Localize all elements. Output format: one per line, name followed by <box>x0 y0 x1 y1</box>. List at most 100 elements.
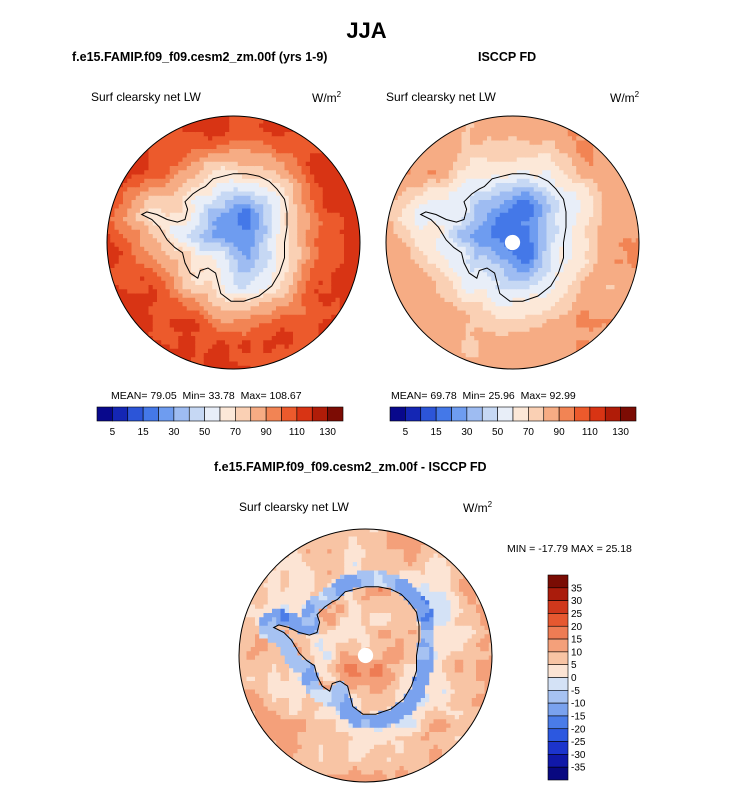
colorbar-tick-label: 25 <box>571 609 583 620</box>
colorbar-swatch <box>547 766 569 781</box>
colorbar-tick-label: 90 <box>554 427 566 438</box>
colorbar-swatch <box>589 406 606 422</box>
colorbar-swatch <box>235 406 252 422</box>
colorbar-swatch <box>547 625 569 640</box>
colorbar-tick-label: 110 <box>289 427 305 438</box>
coastline-antarctica <box>140 173 288 302</box>
panel2-title: ISCCP FD <box>478 50 537 64</box>
colorbar-swatch <box>250 406 267 422</box>
colorbar-tick-label: 130 <box>612 427 629 438</box>
colorbar-swatch <box>405 406 422 422</box>
colorbar-swatch <box>547 638 569 653</box>
colorbar-tick-label: 50 <box>492 427 504 438</box>
colorbar-swatch <box>127 406 144 422</box>
panel2-colorbar: 5 15 30 50 70 90 110 130 <box>389 406 637 438</box>
colorbar-swatch <box>547 613 569 627</box>
colorbar-swatch <box>558 406 575 422</box>
colorbar-swatch <box>311 406 328 422</box>
colorbar-tick-label: -10 <box>571 699 586 710</box>
panel2-variable-label: Surf clearsky net LW <box>386 90 496 104</box>
panel1-colorbar: 5 15 30 50 70 90 110 130 <box>96 406 344 438</box>
colorbar-swatch <box>497 406 514 422</box>
colorbar-tick-label: 10 <box>571 647 583 658</box>
colorbar-swatch <box>142 406 159 422</box>
colorbar-swatch <box>451 406 468 422</box>
panel3-variable-label: Surf clearsky net LW <box>239 500 349 514</box>
panel3-units: W/m2 <box>463 500 493 515</box>
colorbar-swatch <box>158 406 175 422</box>
colorbar-tick-label: 70 <box>523 427 535 438</box>
map-border <box>106 115 361 370</box>
panel2-polar-map <box>385 115 640 370</box>
colorbar-swatch <box>543 406 560 422</box>
colorbar-tick-label: 5 <box>403 427 409 438</box>
panel2-mean: MEAN= 69.78 <box>391 390 457 402</box>
colorbar-tick-label: 110 <box>582 427 598 438</box>
colorbar-swatch <box>547 715 569 730</box>
colorbar-swatch <box>528 406 545 422</box>
colorbar-swatch <box>420 406 437 422</box>
colorbar-swatch <box>96 406 113 422</box>
panel1-mean: MEAN= 79.05 <box>111 390 177 402</box>
colorbar-tick-label: 30 <box>168 427 180 438</box>
colorbar-tick-label: 70 <box>230 427 242 438</box>
colorbar-tick-label: 30 <box>461 427 473 438</box>
colorbar-swatch <box>547 651 569 665</box>
colorbar-swatch <box>547 728 569 742</box>
colorbar-swatch <box>547 677 569 691</box>
colorbar-tick-label: 15 <box>571 635 583 646</box>
colorbar-swatch <box>173 406 190 422</box>
panel1-variable-label: Surf clearsky net LW <box>91 90 201 104</box>
colorbar-swatch <box>620 406 637 422</box>
figure-title: JJA <box>346 18 387 43</box>
colorbar-tick-label: -35 <box>571 763 586 774</box>
colorbar-swatch <box>204 406 221 422</box>
colorbar-tick-label: -30 <box>571 750 586 761</box>
pole-missing-data <box>357 647 374 664</box>
colorbar-swatch <box>547 600 569 614</box>
panel2-max: Max= 92.99 <box>520 390 576 402</box>
colorbar-swatch <box>112 406 129 422</box>
colorbar-swatch <box>389 406 406 422</box>
pole-missing-data <box>504 234 521 251</box>
colorbar-tick-label: 15 <box>138 427 150 438</box>
colorbar-tick-label: 15 <box>431 427 443 438</box>
map-border <box>238 528 493 783</box>
coastline-antarctica <box>419 173 567 302</box>
colorbar-swatch <box>466 406 483 422</box>
colorbar-swatch <box>547 574 569 589</box>
panel3-minmax: MIN = -17.79 MAX = 25.18 <box>507 543 632 555</box>
panel2-stats: MEAN= 69.78 Min= 25.96 Max= 92.99 <box>391 390 576 402</box>
coastline-antarctica <box>272 586 420 715</box>
colorbar-swatch <box>604 406 621 422</box>
colorbar-swatch <box>281 406 298 422</box>
colorbar-tick-label: 90 <box>261 427 273 438</box>
panel3-polar-map <box>238 528 493 783</box>
colorbar-tick-label: 50 <box>199 427 211 438</box>
colorbar-swatch <box>481 406 498 422</box>
colorbar-swatch <box>435 406 452 422</box>
colorbar-swatch <box>327 406 344 422</box>
panel2-min: Min= 25.96 <box>462 390 515 402</box>
colorbar-tick-label: 5 <box>571 660 577 671</box>
panel1-units: W/m2 <box>312 90 342 105</box>
colorbar-tick-label: 30 <box>571 596 583 607</box>
colorbar-tick-label: 35 <box>571 583 583 594</box>
panel1-stats: MEAN= 79.05 Min= 33.78 Max= 108.67 <box>111 390 302 402</box>
panel1-min: Min= 33.78 <box>182 390 235 402</box>
colorbar-swatch <box>547 741 569 755</box>
map-border <box>385 115 640 370</box>
colorbar-swatch <box>574 406 591 422</box>
colorbar-swatch <box>547 702 569 717</box>
colorbar-swatch <box>188 406 205 422</box>
panel1-title: f.e15.FAMIP.f09_f09.cesm2_zm.00f (yrs 1-… <box>72 50 328 64</box>
colorbar-swatch <box>547 690 569 704</box>
panel1-polar-map <box>106 115 361 370</box>
colorbar-tick-label: -5 <box>571 686 580 697</box>
colorbar-tick-label: -25 <box>571 737 586 748</box>
colorbar-swatch <box>219 406 236 422</box>
colorbar-tick-label: 0 <box>571 673 577 684</box>
colorbar-swatch <box>547 587 569 601</box>
colorbar-tick-label: 130 <box>319 427 336 438</box>
